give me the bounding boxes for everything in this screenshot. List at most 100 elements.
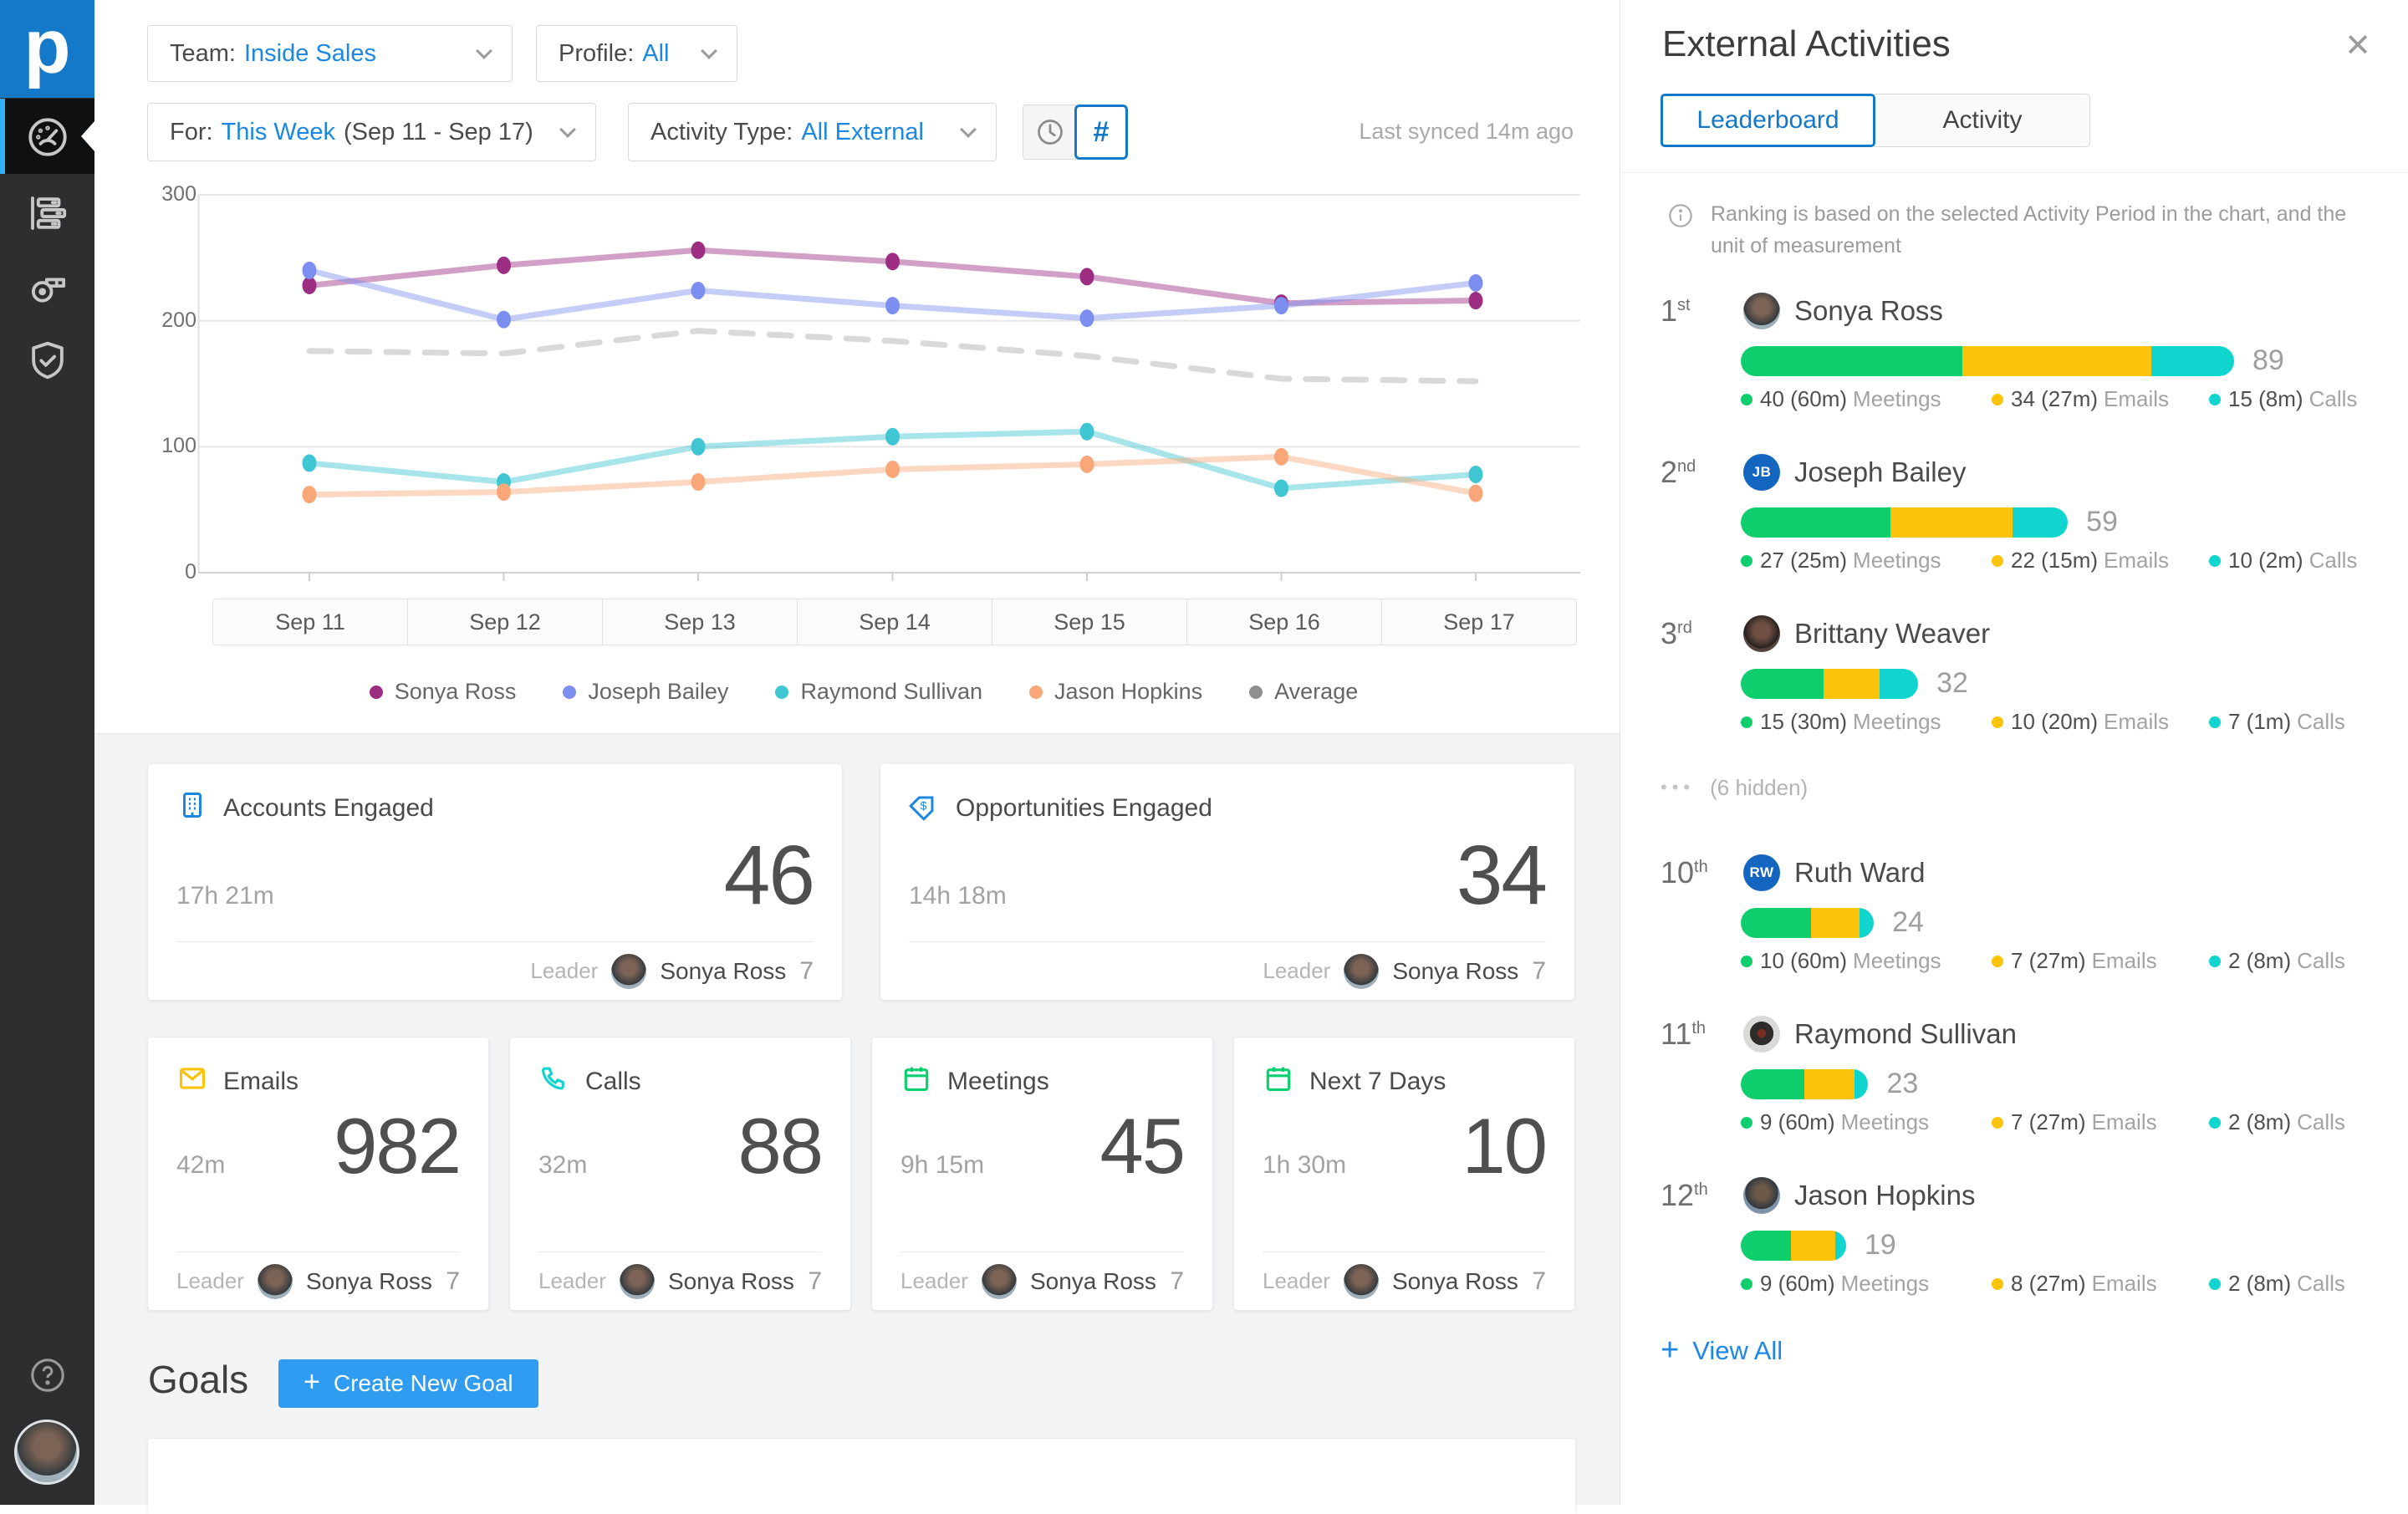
emails-bar-segment — [1790, 1230, 1835, 1261]
panel-title: External Activities — [1662, 23, 1951, 64]
close-icon[interactable]: ✕ — [2344, 28, 2371, 64]
whistle-icon — [25, 264, 70, 314]
person-name[interactable]: Brittany Weaver — [1794, 618, 1991, 649]
card-duration: 9h 15m — [900, 1151, 985, 1179]
leader-count: 7 — [799, 956, 814, 985]
x-axis-date-label[interactable]: Sep 17 — [1381, 599, 1576, 645]
leader-name[interactable]: Sonya Ross — [305, 1267, 432, 1294]
leader-label: Leader — [1263, 958, 1331, 983]
sidebar-item-dashboard[interactable] — [0, 115, 94, 164]
card-title: Opportunities Engaged — [956, 794, 1212, 822]
activity-stacked-bar[interactable] — [1741, 1230, 1846, 1261]
chevron-down-icon — [476, 43, 492, 59]
calls-bar-segment — [1834, 1230, 1846, 1261]
help-button[interactable] — [0, 1356, 94, 1394]
leader-count: 7 — [446, 1267, 460, 1295]
leader-name[interactable]: Sonya Ross — [667, 1267, 794, 1294]
rank-label: 10th — [1661, 855, 1708, 890]
x-axis-date-label[interactable]: Sep 13 — [602, 599, 797, 645]
activity-chart: 300 200 100 0 Sep 11 Sep 12 Sep 13 Sep 14 Sep 1… — [147, 182, 1580, 717]
person-avatar: RW — [1743, 854, 1780, 891]
period-filter-dropdown[interactable]: For: This Week (Sep 11 - Sep 17) — [147, 103, 596, 161]
accounts-engaged-card[interactable]: Accounts Engaged 17h 21m 46 Leader Sonya… — [148, 764, 842, 1000]
view-all-link[interactable]: + View All — [1661, 1333, 1783, 1369]
view-all-label: View All — [1692, 1335, 1783, 1365]
person-name[interactable]: Jason Hopkins — [1794, 1180, 1976, 1211]
x-axis-date-row: Sep 11 Sep 12 Sep 13 Sep 14 Sep 15 Sep 16 Sep … — [212, 599, 1577, 645]
calls-stat: 15 (8m) Calls — [2209, 386, 2357, 412]
emails-card[interactable]: Emails 42m 982 Leader Sonya Ross 7 — [148, 1037, 488, 1310]
legend-item[interactable]: Jason Hopkins — [1029, 679, 1202, 705]
legend-item[interactable]: Joseph Bailey — [563, 679, 728, 705]
calls-dot-icon — [2209, 955, 2221, 967]
leader-name[interactable]: Sonya Ross — [1392, 957, 1519, 984]
sidebar-item-accounts[interactable] — [0, 191, 94, 240]
sidebar-item-compliance[interactable] — [0, 338, 94, 387]
info-icon — [1669, 204, 1692, 227]
leader-name[interactable]: Sonya Ross — [1391, 1267, 1518, 1294]
meetings-bar-segment — [1741, 1230, 1791, 1261]
x-axis-date-label[interactable]: Sep 12 — [407, 599, 602, 645]
time-unit-button[interactable] — [1023, 105, 1076, 160]
meetings-card[interactable]: Meetings 9h 15m 45 Leader Sonya Ross 7 — [872, 1037, 1212, 1310]
sidebar-item-coaching[interactable] — [0, 264, 94, 314]
activity-stacked-bar[interactable] — [1741, 507, 2069, 538]
last-synced-status: Last synced 14m ago — [1359, 119, 1574, 144]
card-title: Next 7 Days — [1309, 1068, 1446, 1095]
app-logo[interactable]: p — [0, 0, 94, 98]
x-axis-date-label[interactable]: Sep 15 — [992, 599, 1186, 645]
activity-stacked-bar[interactable] — [1741, 907, 1875, 938]
activity-type-dropdown[interactable]: Activity Type: All External — [628, 103, 997, 161]
tab-activity[interactable]: Activity — [1875, 94, 2090, 147]
leader-count: 7 — [1532, 1267, 1546, 1295]
person-avatar: JB — [1743, 454, 1780, 491]
x-axis-date-label[interactable]: Sep 14 — [797, 599, 992, 645]
person-name[interactable]: Raymond Sullivan — [1794, 1018, 2017, 1049]
person-name[interactable]: Ruth Ward — [1794, 857, 1926, 888]
leader-count: 7 — [1532, 956, 1546, 985]
profile-filter-dropdown[interactable]: Profile: All — [536, 25, 737, 82]
create-new-goal-button[interactable]: + Create New Goal — [278, 1359, 538, 1408]
person-name[interactable]: Sonya Ross — [1794, 295, 1943, 326]
opportunities-engaged-card[interactable]: $ Opportunities Engaged 14h 18m 34 Leade… — [880, 764, 1574, 1000]
hidden-entries-row[interactable]: ••• (6 hidden) — [1661, 774, 2408, 800]
count-unit-button[interactable]: # — [1074, 105, 1128, 160]
calls-card[interactable]: Calls 32m 88 Leader Sonya Ross 7 — [510, 1037, 850, 1310]
activity-stacked-bar[interactable] — [1741, 1068, 1869, 1099]
meetings-dot-icon — [1741, 1277, 1752, 1290]
meetings-stat: 15 (30m) Meetings — [1741, 709, 1992, 735]
x-axis-date-label[interactable]: Sep 16 — [1186, 599, 1381, 645]
email-icon — [176, 1063, 208, 1101]
calls-bar-segment — [2012, 507, 2069, 538]
legend-item[interactable]: Average — [1249, 679, 1358, 705]
x-axis-date-label[interactable]: Sep 11 — [275, 609, 345, 635]
legend-item[interactable]: Raymond Sullivan — [775, 679, 982, 705]
team-filter-dropdown[interactable]: Team: Inside Sales — [147, 25, 513, 82]
activity-stacked-bar[interactable] — [1741, 345, 2234, 376]
calls-bar-segment — [1879, 668, 1919, 699]
dashboard-gauge-icon — [25, 115, 70, 164]
leader-name[interactable]: Sonya Ross — [1029, 1267, 1156, 1294]
meetings-bar-segment — [1741, 345, 1963, 376]
ranking-note: Ranking is based on the selected Activit… — [1667, 199, 2361, 262]
leader-label: Leader — [538, 1268, 606, 1293]
chart-plot-area[interactable] — [197, 194, 1580, 581]
active-nav-highlight — [0, 99, 94, 174]
next-7-days-card[interactable]: Next 7 Days 1h 30m 10 Leader Sonya Ross … — [1234, 1037, 1574, 1310]
leader-label: Leader — [900, 1268, 968, 1293]
card-duration: 17h 21m — [176, 882, 274, 910]
calls-stat: 2 (8m) Calls — [2209, 1109, 2345, 1135]
hidden-count-label: (6 hidden) — [1710, 774, 1809, 800]
activity-stacked-bar[interactable] — [1741, 668, 1919, 699]
user-avatar[interactable] — [14, 1420, 79, 1485]
leader-name[interactable]: Sonya Ross — [660, 957, 787, 984]
meetings-dot-icon — [1741, 955, 1752, 967]
unit-toggle-group: # — [1023, 105, 1128, 160]
account-rows-icon — [25, 191, 70, 240]
legend-item[interactable]: Sonya Ross — [369, 679, 516, 705]
person-name[interactable]: Joseph Bailey — [1794, 456, 1967, 487]
metrics-section: Accounts Engaged 17h 21m 46 Leader Sonya… — [94, 733, 1620, 1514]
emails-bar-segment — [1890, 507, 2013, 538]
leader-label: Leader — [176, 1268, 244, 1293]
tab-leaderboard[interactable]: Leaderboard — [1661, 94, 1875, 147]
